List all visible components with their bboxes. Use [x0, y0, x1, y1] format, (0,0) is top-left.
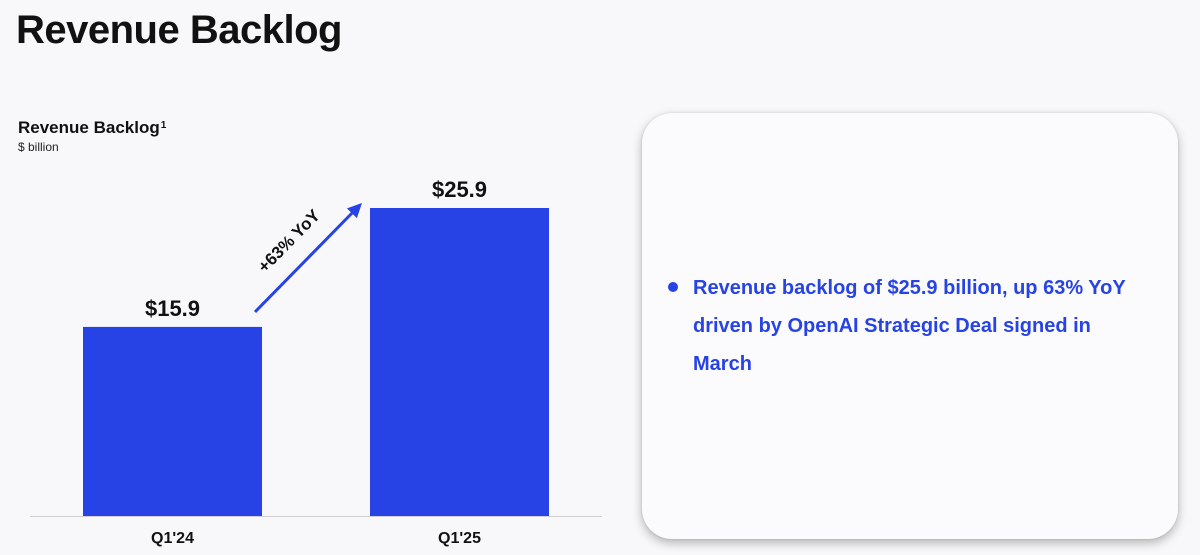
callout-panel: Revenue backlog of $25.9 billion, up 63%…	[642, 113, 1178, 539]
chart-title-text: Revenue Backlog	[18, 118, 160, 137]
footnote-marker: 1	[160, 120, 167, 131]
bar-0	[83, 326, 262, 516]
callout-text: Revenue backlog of $25.9 billion, up 63%…	[693, 277, 1126, 375]
page-title: Revenue Backlog	[16, 8, 342, 52]
bullet-dot-icon	[668, 282, 678, 292]
revenue-backlog-bar-chart: $15.9 Q1'24 $25.9 Q1'25 +63% YoY	[30, 177, 602, 547]
x-tick-label-1: Q1'25	[438, 530, 481, 547]
growth-arrow-head-icon	[346, 203, 362, 219]
x-tick-label-0: Q1'24	[151, 530, 194, 547]
data-label-1: $25.9	[432, 177, 487, 202]
chart-unit-label: $ billion	[18, 140, 59, 154]
growth-annotation: +63% YoY	[254, 205, 324, 276]
data-label-0: $15.9	[145, 296, 200, 321]
callout-bullet-item: Revenue backlog of $25.9 billion, up 63%…	[668, 269, 1148, 383]
chart-title: Revenue Backlog1	[18, 118, 166, 138]
growth-arrow-line	[253, 207, 358, 314]
bar-1	[370, 208, 549, 516]
